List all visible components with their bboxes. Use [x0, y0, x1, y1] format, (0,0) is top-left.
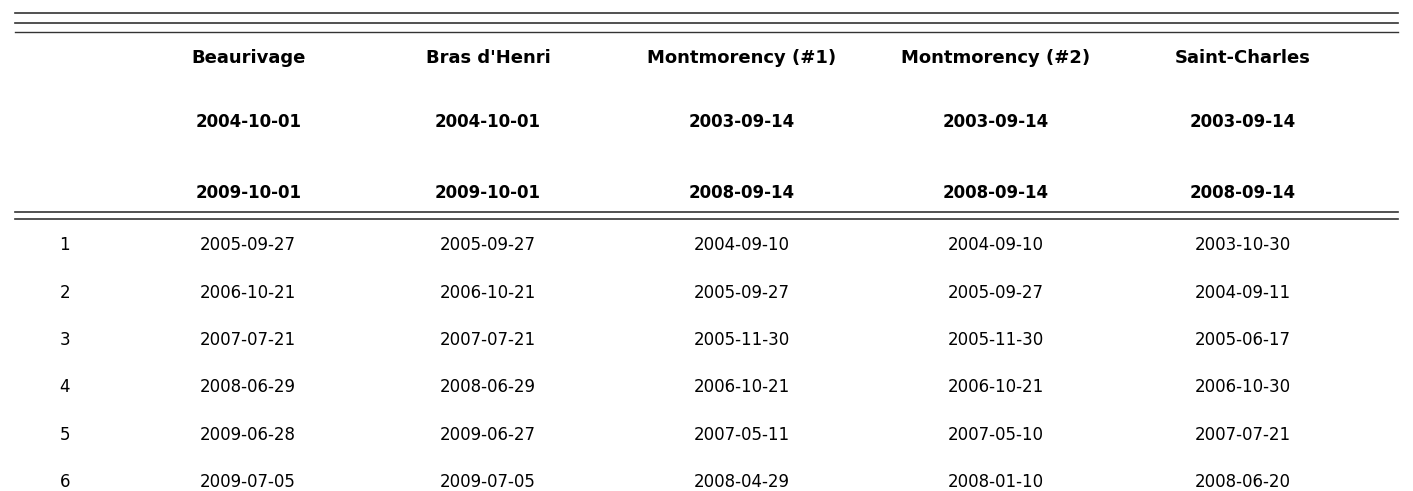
- Text: 2003-09-14: 2003-09-14: [688, 113, 796, 131]
- Text: 2008-06-29: 2008-06-29: [439, 379, 536, 396]
- Text: 2008-01-10: 2008-01-10: [948, 473, 1044, 491]
- Text: 2009-10-01: 2009-10-01: [435, 184, 541, 202]
- Text: 2007-05-10: 2007-05-10: [948, 426, 1044, 444]
- Text: 2004-09-11: 2004-09-11: [1194, 284, 1290, 301]
- Text: 2008-09-14: 2008-09-14: [688, 184, 796, 202]
- Text: 2009-10-01: 2009-10-01: [195, 184, 301, 202]
- Text: 2004-10-01: 2004-10-01: [195, 113, 301, 131]
- Text: Montmorency (#2): Montmorency (#2): [901, 49, 1091, 67]
- Text: 2007-07-21: 2007-07-21: [201, 331, 297, 349]
- Text: 2007-07-21: 2007-07-21: [1194, 426, 1290, 444]
- Text: 2005-09-27: 2005-09-27: [694, 284, 790, 301]
- Text: 2003-09-14: 2003-09-14: [942, 113, 1048, 131]
- Text: 2005-09-27: 2005-09-27: [201, 236, 297, 254]
- Text: 2008-06-20: 2008-06-20: [1194, 473, 1290, 491]
- Text: Montmorency (#1): Montmorency (#1): [647, 49, 836, 67]
- Text: 2009-07-05: 2009-07-05: [201, 473, 297, 491]
- Text: 2: 2: [59, 284, 71, 301]
- Text: Saint-Charles: Saint-Charles: [1174, 49, 1310, 67]
- Text: 2009-06-27: 2009-06-27: [439, 426, 536, 444]
- Text: 2007-07-21: 2007-07-21: [439, 331, 536, 349]
- Text: 3: 3: [59, 331, 71, 349]
- Text: 2004-09-10: 2004-09-10: [694, 236, 790, 254]
- Text: 2006-10-21: 2006-10-21: [694, 379, 790, 396]
- Text: 2004-09-10: 2004-09-10: [948, 236, 1044, 254]
- Text: 2006-10-21: 2006-10-21: [948, 379, 1044, 396]
- Text: 2008-04-29: 2008-04-29: [694, 473, 790, 491]
- Text: 2005-06-17: 2005-06-17: [1194, 331, 1290, 349]
- Text: 2007-05-11: 2007-05-11: [694, 426, 790, 444]
- Text: 2006-10-21: 2006-10-21: [439, 284, 536, 301]
- Text: 2006-10-30: 2006-10-30: [1194, 379, 1290, 396]
- Text: 1: 1: [59, 236, 71, 254]
- Text: 2008-09-14: 2008-09-14: [1190, 184, 1296, 202]
- Text: 6: 6: [59, 473, 71, 491]
- Text: 2005-09-27: 2005-09-27: [948, 284, 1044, 301]
- Text: 2005-11-30: 2005-11-30: [694, 331, 790, 349]
- Text: 2003-10-30: 2003-10-30: [1194, 236, 1290, 254]
- Text: 2006-10-21: 2006-10-21: [201, 284, 297, 301]
- Text: Beaurivage: Beaurivage: [191, 49, 305, 67]
- Text: 5: 5: [59, 426, 71, 444]
- Text: Bras d'Henri: Bras d'Henri: [425, 49, 550, 67]
- Text: 4: 4: [59, 379, 71, 396]
- Text: 2004-10-01: 2004-10-01: [435, 113, 541, 131]
- Text: 2005-11-30: 2005-11-30: [948, 331, 1044, 349]
- Text: 2003-09-14: 2003-09-14: [1190, 113, 1296, 131]
- Text: 2005-09-27: 2005-09-27: [439, 236, 536, 254]
- Text: 2009-07-05: 2009-07-05: [439, 473, 536, 491]
- Text: 2008-06-29: 2008-06-29: [201, 379, 297, 396]
- Text: 2008-09-14: 2008-09-14: [942, 184, 1048, 202]
- Text: 2009-06-28: 2009-06-28: [201, 426, 297, 444]
